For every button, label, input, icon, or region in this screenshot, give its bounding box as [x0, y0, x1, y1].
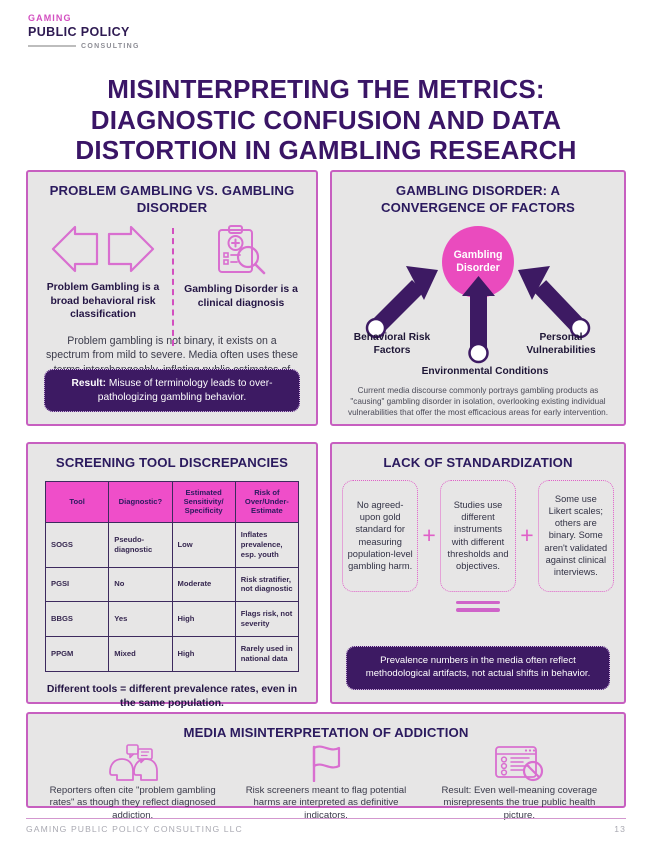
- footer-divider: [26, 818, 626, 820]
- panel-media-misinterpretation: MEDIA MISINTERPRETATION OF ADDICTION Rep…: [26, 712, 626, 821]
- col-header-risk: Risk of Over/Under-Estimate: [234, 480, 300, 523]
- cell-risk: Inflates prevalence, esp. youth: [234, 521, 300, 568]
- col-header-sensitivity: Estimated Sensitivity/ Specificity: [171, 480, 236, 523]
- logo-divider-line: [28, 45, 76, 47]
- panel1-title: PROBLEM GAMBLING VS. GAMBLING DISORDER: [49, 183, 295, 215]
- arrow-behavioral-risk-factors: [365, 266, 438, 339]
- panel5-title: MEDIA MISINTERPRETATION OF ADDICTION: [183, 725, 469, 740]
- panel5-items-row: Reporters often cite "problem gambling r…: [28, 742, 624, 823]
- panel2-diagram: Gambling Disorder Behavioral Risk Factor…: [332, 220, 624, 380]
- cell-sensitivity: Moderate: [171, 566, 236, 603]
- panel2-note: Current media discourse commonly portray…: [347, 385, 608, 417]
- media-item-1: Reporters often cite "problem gambling r…: [36, 743, 229, 823]
- col-header-diagnostic: Diagnostic?: [108, 480, 173, 523]
- panel1-icon-row: Problem Gambling is a broad behavioral r…: [28, 224, 316, 346]
- media-item-1-text: Reporters often cite "problem gambling r…: [49, 784, 216, 821]
- panel1-result-banner: Result: Misuse of terminology leads to o…: [44, 369, 300, 412]
- footer-page-number: 13: [614, 824, 626, 834]
- panel1-right-column: Gambling Disorder is a clinical diagnosi…: [172, 224, 310, 310]
- cell-tool: SOGS: [44, 521, 110, 568]
- panel-problem-gambling-vs-disorder: PROBLEM GAMBLING VS. GAMBLING DISORDER P…: [26, 170, 318, 426]
- heads-speech-bubbles-icon: [42, 743, 223, 782]
- cell-sensitivity: Low: [171, 521, 236, 568]
- cell-tool: BBGS: [44, 601, 110, 637]
- plus-icon: +: [422, 522, 436, 548]
- screening-tools-table: Tool Diagnostic? Estimated Sensitivity/ …: [44, 480, 300, 672]
- table-header-row: Tool Diagnostic? Estimated Sensitivity/ …: [44, 480, 300, 523]
- panel1-left-column: Problem Gambling is a broad behavioral r…: [34, 224, 172, 322]
- panel1-result-text: Misuse of terminology leads to over-path…: [97, 378, 273, 403]
- cell-diagnostic: Pseudo-diagnostic: [108, 521, 173, 568]
- panel4-result-banner: Prevalence numbers in the media often re…: [346, 646, 610, 690]
- cell-risk: Risk stratifier, not diagnostic: [234, 566, 300, 603]
- cell-sensitivity: High: [171, 601, 236, 637]
- logo-consulting-row: CONSULTING: [28, 43, 140, 50]
- panel4-title: LACK OF STANDARDIZATION: [383, 455, 573, 470]
- panel1-dashed-divider: [172, 228, 174, 346]
- page-footer: GAMING PUBLIC POLICY CONSULTING LLC 13: [26, 824, 626, 834]
- media-item-3-text: Result: Even well-meaning coverage misre…: [441, 784, 598, 821]
- page-title-line-3: DISTORTION IN GAMBLING RESEARCH: [75, 135, 577, 166]
- cell-diagnostic: No: [108, 566, 173, 603]
- panel2-title: GAMBLING DISORDER: A CONVERGENCE OF FACT…: [381, 183, 575, 215]
- media-item-2-text: Risk screeners meant to flag potential h…: [245, 784, 407, 821]
- arrow-personal-vulnerabilities: [518, 266, 591, 339]
- cell-tool: PGSI: [44, 566, 110, 603]
- table-row: PGSI No Moderate Risk stratifier, not di…: [44, 566, 300, 603]
- cell-diagnostic: Yes: [108, 601, 173, 637]
- arrow-environmental-conditions: [462, 276, 495, 364]
- cell-risk: Rarely used in national data: [234, 635, 300, 672]
- clipboard-magnifier-icon: [172, 224, 310, 276]
- panel1-left-label: Problem Gambling is a broad behavioral r…: [46, 282, 160, 321]
- page-title-line-1: MISINTERPRETING THE METRICS:: [107, 74, 545, 104]
- equals-icon: [456, 600, 500, 612]
- media-item-2: Risk screeners meant to flag potential h…: [229, 744, 422, 823]
- label-behavioral-risk-factors: Behavioral Risk Factors: [353, 332, 431, 356]
- two-way-arrows-icon: [34, 224, 172, 274]
- page-title-line-2: DIAGNOSTIC CONFUSION AND DATA: [90, 104, 562, 135]
- label-personal-vulnerabilities: Personal Vulnerabilities: [526, 332, 596, 356]
- flag-icon: [235, 744, 416, 782]
- footer-company-name: GAMING PUBLIC POLICY CONSULTING LLC: [26, 824, 243, 834]
- standardization-box-1: No agreed-upon gold standard for measuri…: [342, 479, 419, 592]
- browser-blocked-list-icon: [429, 744, 610, 782]
- panel-screening-tool-discrepancies: SCREENING TOOL DISCREPANCIES Tool Diagno…: [26, 442, 318, 709]
- plus-icon: +: [520, 522, 534, 548]
- label-environmental-conditions: Environmental Conditions: [421, 366, 549, 377]
- panel3-title: SCREENING TOOL DISCREPANCIES: [55, 455, 289, 470]
- cell-risk: Flags risk, not severity: [234, 601, 300, 637]
- panel-lack-of-standardization: LACK OF STANDARDIZATION No agreed-upon g…: [330, 442, 626, 704]
- panel1-result-prefix: Result:: [71, 378, 107, 390]
- media-item-3: Result: Even well-meaning coverage misre…: [423, 744, 616, 823]
- convergence-arrows-group: [365, 266, 591, 364]
- cell-diagnostic: Mixed: [108, 635, 173, 672]
- standardization-box-3: Some use Likert scales; others are binar…: [537, 479, 614, 592]
- panel3-footnote: Different tools = different prevalence r…: [46, 683, 298, 709]
- standardization-box-2: Studies use different instruments with d…: [439, 479, 517, 592]
- table-row: SOGS Pseudo-diagnostic Low Inflates prev…: [44, 521, 300, 568]
- page-title: MISINTERPRETING THE METRICS: DIAGNOSTIC …: [30, 74, 622, 166]
- panel1-right-label: Gambling Disorder is a clinical diagnosi…: [184, 284, 298, 309]
- brand-logo: GAMING PUBLIC POLICY CONSULTING: [28, 14, 140, 50]
- table-row: PPGM Mixed High Rarely used in national …: [44, 635, 300, 672]
- logo-line-consulting: CONSULTING: [81, 42, 140, 50]
- cell-tool: PPGM: [44, 635, 110, 672]
- logo-line-public-policy: PUBLIC POLICY: [28, 25, 130, 39]
- panel4-box-row: No agreed-upon gold standard for measuri…: [332, 472, 624, 592]
- col-header-tool: Tool: [44, 480, 110, 523]
- panel-convergence-of-factors: GAMBLING DISORDER: A CONVERGENCE OF FACT…: [330, 170, 626, 426]
- cell-sensitivity: High: [171, 635, 236, 672]
- logo-line-gaming: GAMING: [28, 13, 72, 23]
- table-row: BBGS Yes High Flags risk, not severity: [44, 601, 300, 637]
